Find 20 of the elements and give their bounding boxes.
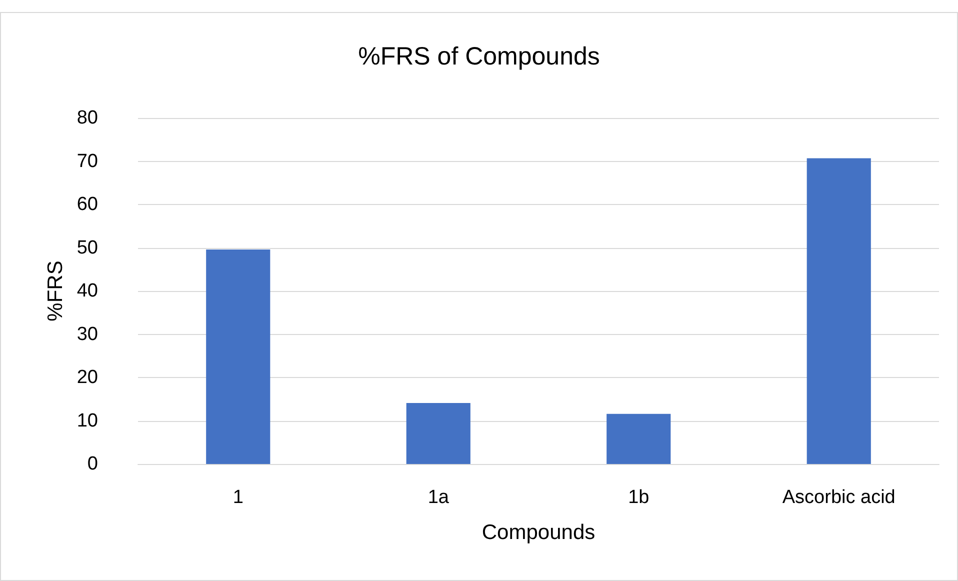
y-tick-label: 50 <box>76 237 98 258</box>
x-tick-label: Ascorbic acid <box>782 487 896 508</box>
y-tick-label: 20 <box>76 367 98 388</box>
x-tick-label: 1b <box>628 487 650 508</box>
bar <box>606 414 671 464</box>
y-tick-label: 60 <box>76 194 98 215</box>
y-tick-label: 80 <box>76 108 98 128</box>
y-tick-label: 30 <box>76 324 98 345</box>
y-tick-label: 0 <box>87 454 98 474</box>
y-tick-label: 10 <box>76 410 98 432</box>
y-tick-label: 40 <box>76 280 98 302</box>
x-tick-label: 1a <box>428 487 450 508</box>
bar <box>806 158 871 464</box>
x-axis-title: Compounds <box>482 521 596 544</box>
chart-title: %FRS of Compounds <box>358 42 600 70</box>
y-tick-label: 70 <box>76 150 98 172</box>
x-tick-label: 1 <box>232 487 244 508</box>
bar <box>406 403 470 464</box>
y-axis-title: %FRS <box>44 260 67 322</box>
bar <box>206 249 270 464</box>
